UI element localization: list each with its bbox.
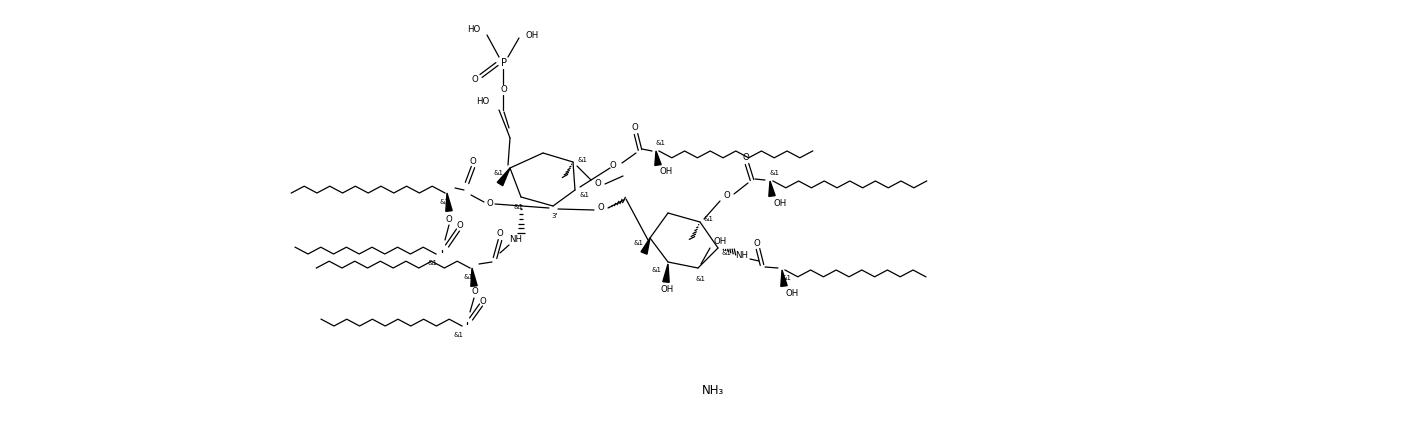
Polygon shape bbox=[471, 268, 478, 286]
Polygon shape bbox=[642, 238, 650, 254]
Text: &1: &1 bbox=[652, 267, 662, 273]
Polygon shape bbox=[446, 193, 452, 212]
Text: &1: &1 bbox=[513, 204, 523, 210]
Text: &1: &1 bbox=[578, 157, 588, 163]
Text: &1: &1 bbox=[426, 260, 436, 266]
Text: O: O bbox=[743, 153, 750, 162]
Text: NH: NH bbox=[509, 236, 522, 244]
Text: O: O bbox=[456, 222, 463, 230]
Text: O: O bbox=[486, 199, 493, 208]
Text: O: O bbox=[479, 297, 486, 305]
Text: &1: &1 bbox=[781, 275, 791, 281]
Text: &1: &1 bbox=[655, 140, 665, 146]
Text: O: O bbox=[469, 156, 476, 166]
Text: O: O bbox=[753, 239, 760, 247]
Text: &1: &1 bbox=[441, 199, 451, 205]
Text: O: O bbox=[723, 191, 730, 201]
Text: P: P bbox=[501, 58, 508, 68]
Text: OH: OH bbox=[660, 167, 673, 177]
Text: OH: OH bbox=[774, 198, 787, 208]
Text: 3': 3' bbox=[552, 213, 558, 219]
Text: &1: &1 bbox=[633, 240, 643, 246]
Text: &1: &1 bbox=[703, 216, 713, 222]
Text: O: O bbox=[501, 85, 508, 93]
Polygon shape bbox=[498, 168, 511, 186]
Text: HO: HO bbox=[476, 98, 489, 106]
Text: O: O bbox=[597, 204, 605, 212]
Text: O: O bbox=[472, 75, 478, 85]
Text: &1: &1 bbox=[463, 274, 473, 280]
Text: NH: NH bbox=[736, 251, 749, 259]
Polygon shape bbox=[769, 181, 776, 196]
Text: O: O bbox=[595, 180, 602, 188]
Polygon shape bbox=[655, 151, 662, 166]
Text: &1: &1 bbox=[769, 170, 779, 176]
Text: O: O bbox=[610, 160, 616, 170]
Text: HO: HO bbox=[466, 25, 481, 35]
Text: O: O bbox=[445, 215, 452, 225]
Text: &1: &1 bbox=[493, 170, 503, 176]
Text: O: O bbox=[632, 124, 639, 133]
Text: NH₃: NH₃ bbox=[702, 384, 724, 396]
Text: &1: &1 bbox=[453, 332, 463, 338]
Text: O: O bbox=[472, 287, 478, 297]
Text: O: O bbox=[496, 230, 503, 239]
Text: &1: &1 bbox=[722, 250, 732, 256]
Polygon shape bbox=[663, 264, 669, 283]
Text: &1: &1 bbox=[694, 276, 704, 282]
Text: OH: OH bbox=[660, 286, 673, 294]
Text: OH: OH bbox=[786, 290, 799, 299]
Polygon shape bbox=[781, 270, 787, 286]
Text: OH: OH bbox=[526, 31, 539, 39]
Text: OH: OH bbox=[713, 237, 726, 247]
Text: &1: &1 bbox=[579, 192, 589, 198]
